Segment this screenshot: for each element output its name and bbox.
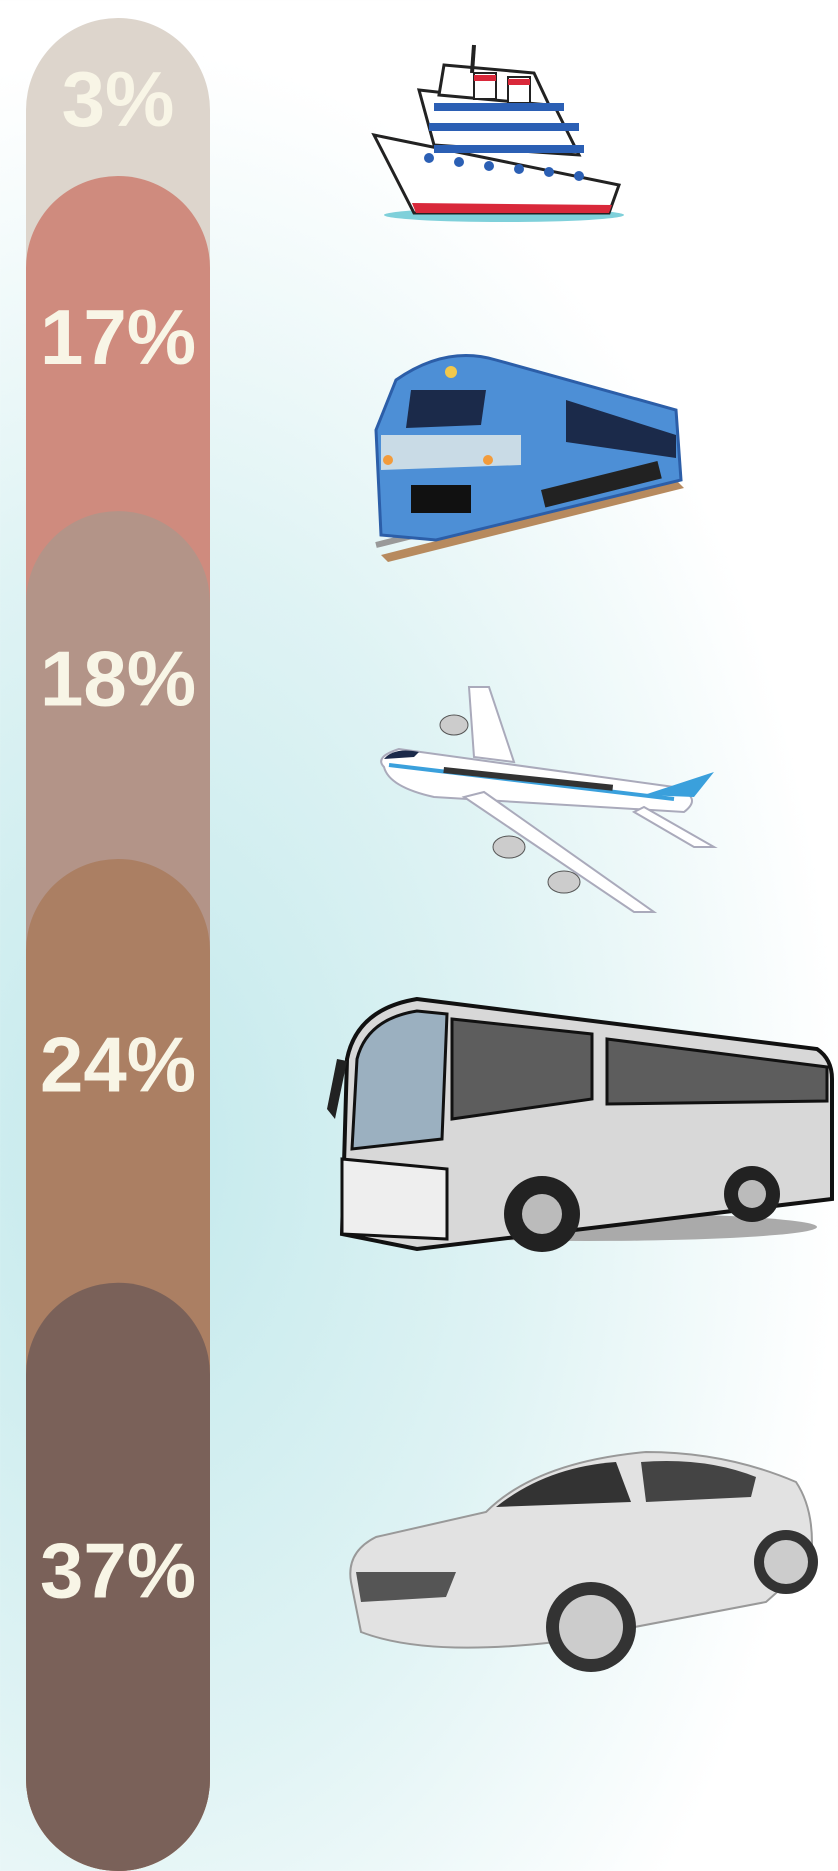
value-label: 24% <box>40 1020 196 1108</box>
stacked-pill-bar: 3% 17% 18% 24% 37% <box>26 18 210 1871</box>
car-icon <box>350 1452 818 1672</box>
page: 3% 17% 18% 24% 37% <box>0 0 838 1871</box>
value-label: 3% <box>62 55 175 143</box>
plane-icon <box>381 687 714 912</box>
value-label: 37% <box>40 1526 196 1614</box>
infographic: 3% 17% 18% 24% 37% <box>0 0 838 1871</box>
bus-icon <box>327 999 832 1252</box>
value-label: 18% <box>40 635 196 723</box>
ship-icon <box>374 45 624 222</box>
train-icon <box>376 356 684 563</box>
value-label: 17% <box>40 293 196 381</box>
